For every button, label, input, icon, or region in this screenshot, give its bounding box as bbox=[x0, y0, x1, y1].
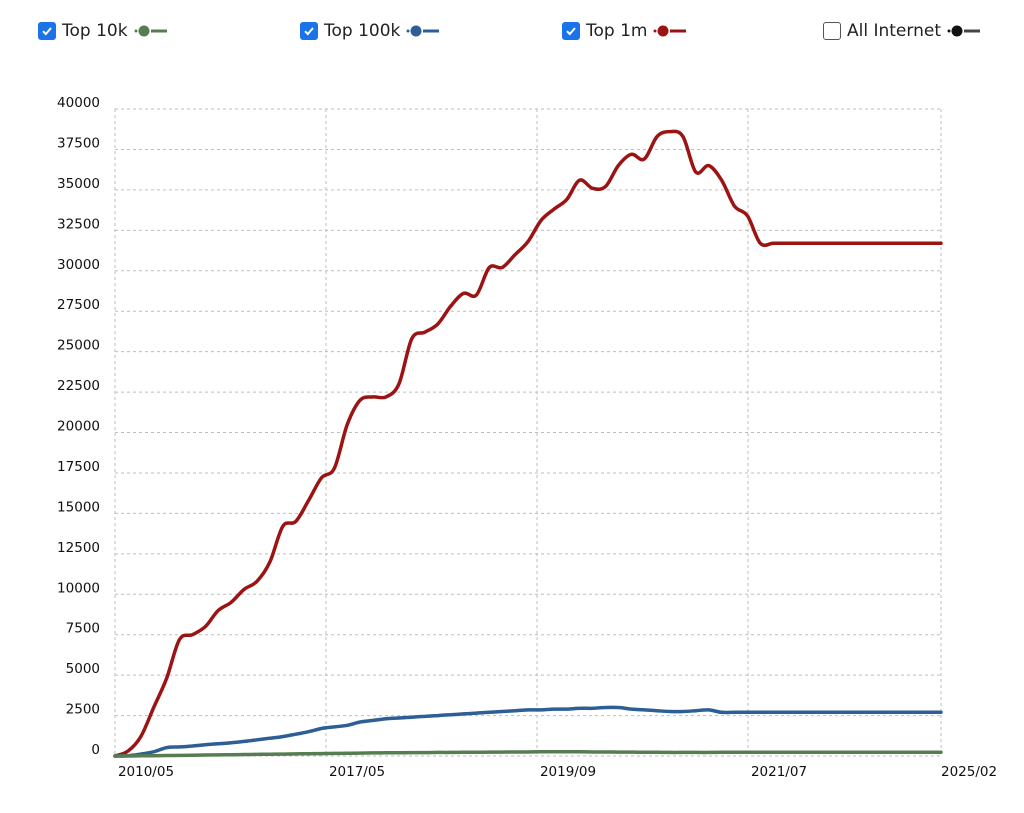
checkbox-checked-icon[interactable] bbox=[38, 22, 56, 40]
series-swatch-icon bbox=[947, 25, 980, 37]
legend-item-top-10k[interactable]: Top 10k bbox=[38, 16, 168, 46]
y-tick-label: 22500 bbox=[57, 378, 100, 394]
checkbox-checked-icon[interactable] bbox=[300, 22, 318, 40]
chart-series bbox=[113, 129, 943, 758]
series-swatch-icon bbox=[653, 25, 687, 37]
x-axis-ticks: 2010/05 2017/05 2019/09 2021/07 2025/02 bbox=[118, 764, 997, 780]
y-tick-label: 30000 bbox=[57, 257, 100, 273]
legend-label: Top 10k bbox=[62, 21, 128, 41]
legend-item-all-internet[interactable]: All Internet bbox=[823, 16, 981, 46]
series-line-top-1m bbox=[113, 129, 943, 758]
x-tick-label: 2010/05 bbox=[118, 764, 174, 780]
y-tick-label: 12500 bbox=[57, 540, 100, 556]
y-tick-label: 27500 bbox=[57, 297, 100, 313]
x-tick-label: 2021/07 bbox=[751, 764, 807, 780]
y-tick-label: 7500 bbox=[66, 621, 100, 637]
y-tick-label: 25000 bbox=[57, 338, 100, 354]
y-tick-label: 37500 bbox=[57, 135, 100, 151]
y-tick-label: 20000 bbox=[57, 419, 100, 435]
y-axis-ticks: 0 2500 5000 7500 10000 12500 15000 17500 20000 22… bbox=[57, 95, 100, 758]
legend-label: Top 100k bbox=[324, 21, 401, 41]
legend-item-top-100k[interactable]: Top 100k bbox=[300, 16, 440, 46]
series-line-top-100k bbox=[113, 705, 943, 758]
checkbox-unchecked-icon[interactable] bbox=[823, 22, 841, 40]
checkbox-checked-icon[interactable] bbox=[562, 22, 580, 40]
y-tick-label: 15000 bbox=[57, 499, 100, 515]
y-tick-label: 10000 bbox=[57, 580, 100, 596]
series-swatch-icon bbox=[406, 25, 440, 37]
legend: Top 10k Top 100k Top 1m All Internet bbox=[0, 16, 1024, 46]
y-tick-label: 2500 bbox=[66, 702, 100, 718]
y-tick-label: 5000 bbox=[66, 661, 100, 677]
legend-label: Top 1m bbox=[586, 21, 648, 41]
legend-item-top-1m[interactable]: Top 1m bbox=[562, 16, 687, 46]
series-line-top-10k bbox=[113, 750, 943, 758]
chart-grid bbox=[114, 108, 942, 757]
x-tick-label: 2025/02 bbox=[941, 764, 997, 780]
y-tick-label: 17500 bbox=[57, 459, 100, 475]
x-tick-label: 2019/09 bbox=[540, 764, 596, 780]
legend-label: All Internet bbox=[847, 21, 941, 41]
y-tick-label: 0 bbox=[91, 742, 100, 758]
y-tick-label: 40000 bbox=[57, 95, 100, 111]
y-tick-label: 32500 bbox=[57, 216, 100, 232]
x-tick-label: 2017/05 bbox=[329, 764, 385, 780]
y-tick-label: 35000 bbox=[57, 176, 100, 192]
series-swatch-icon bbox=[134, 25, 167, 37]
